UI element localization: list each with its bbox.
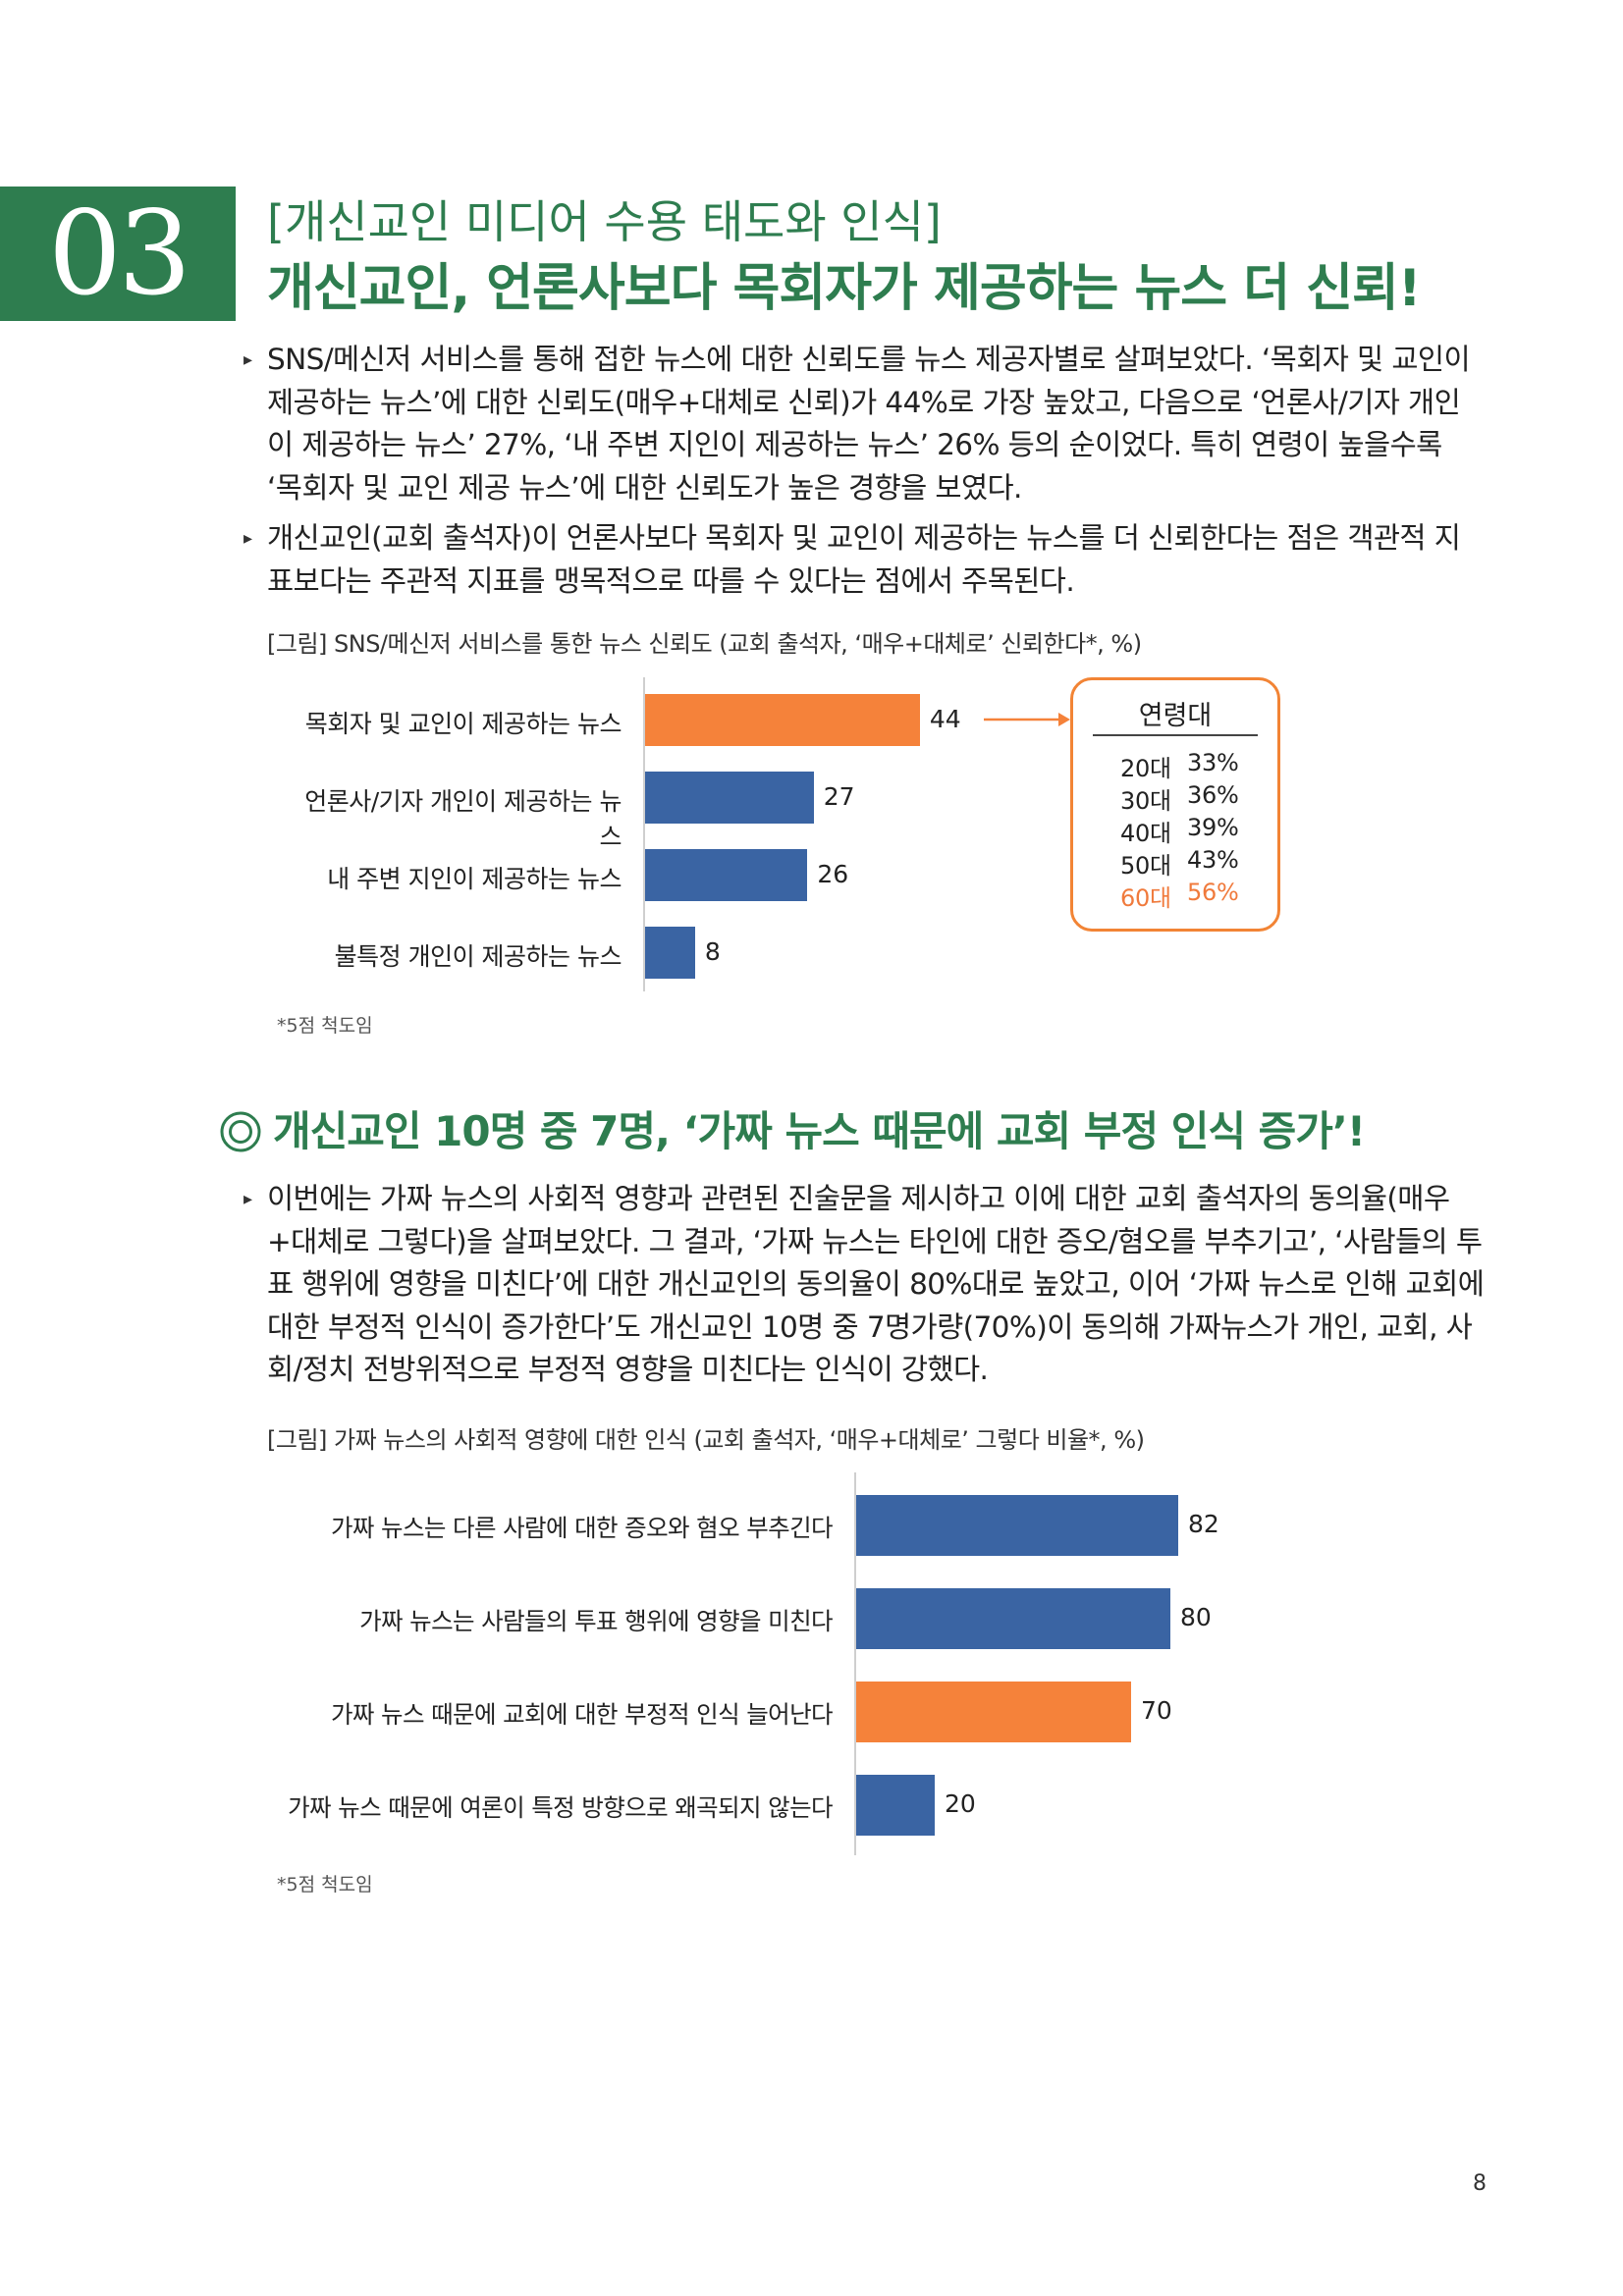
double-circle-icon <box>220 1111 261 1152</box>
bar-category-label: 불특정 개인이 제공하는 뉴스 <box>334 941 622 971</box>
age-pct: 39% <box>1187 814 1239 841</box>
age-row-60: 60대 56% <box>1120 879 1239 913</box>
age-box-divider <box>1093 734 1258 736</box>
bar-2 <box>645 849 808 901</box>
bar-category-label: 가짜 뉴스 때문에 여론이 특정 방향으로 왜곡되지 않는다 <box>288 1793 834 1822</box>
section-title: 개신교인, 언론사보다 목회자가 제공하는 뉴스 더 신뢰! <box>267 259 1422 318</box>
age-label: 20대 <box>1120 755 1171 782</box>
bar-value-label: 44 <box>929 704 961 733</box>
age-label: 50대 <box>1120 852 1171 880</box>
bar-category-label: 가짜 뉴스는 다른 사람에 대한 증오와 혐오 부추긴다 <box>330 1514 834 1542</box>
figure1-footnote: *5점 척도임 <box>277 1015 373 1037</box>
bar-value-label: 70 <box>1141 1696 1172 1725</box>
chart-axis <box>854 1472 856 1855</box>
bar-2 <box>856 1682 1131 1742</box>
bar-category-label: 내 주변 지인이 제공하는 뉴스 <box>327 864 622 893</box>
bar-0 <box>856 1495 1178 1556</box>
section2-title: 개신교인 10명 중 7명, ‘가짜 뉴스 때문에 교회 부정 인식 증가’! <box>273 1107 1366 1155</box>
bar-value-label: 27 <box>823 781 855 811</box>
age-pct: 33% <box>1187 749 1239 776</box>
arrow-to-age-box <box>984 713 1070 726</box>
age-pct: 36% <box>1187 781 1239 809</box>
bar-value-label: 82 <box>1188 1510 1219 1538</box>
bar-0 <box>645 694 920 746</box>
figure1-caption: [그림] SNS/메신저 서비스를 통한 뉴스 신뢰도 (교회 출석자, ‘매우… <box>267 630 1142 658</box>
age-row-30: 30대 36% <box>1120 781 1239 816</box>
paragraph-fake-news: ▸ 이번에는 가짜 뉴스의 사회적 영향과 관련된 진술문을 제시하고 이에 대… <box>243 1178 1485 1392</box>
age-label: 30대 <box>1120 787 1171 815</box>
section-number: 03 <box>47 186 191 321</box>
bar-1 <box>856 1588 1170 1649</box>
bar-category-label: 목회자 및 교인이 제공하는 뉴스 <box>304 709 622 738</box>
figure2-footnote: *5점 척도임 <box>277 1874 373 1896</box>
age-pct: 56% <box>1187 879 1239 906</box>
section-number-block: 03 <box>0 187 236 321</box>
age-group-box: 연령대 20대 33% 30대 36% 40대 39% 50대 43% 60대 56% <box>1070 677 1280 932</box>
bar-value-label: 8 <box>704 936 721 966</box>
bar-value-label: 26 <box>817 859 849 888</box>
age-row-50: 50대 43% <box>1120 846 1239 881</box>
bar-3 <box>645 927 695 979</box>
figure2-caption: [그림] 가짜 뉴스의 사회적 영향에 대한 인식 (교회 출석자, ‘매우+대… <box>267 1426 1145 1454</box>
page-number: 8 <box>1473 2171 1487 2196</box>
bullet-triangle-icon: ▸ <box>243 528 252 549</box>
bar-category-label: 가짜 뉴스 때문에 교회에 대한 부정적 인식 늘어난다 <box>330 1700 834 1729</box>
paragraph-text: SNS/메신저 서비스를 통해 접한 뉴스에 대한 신뢰도를 뉴스 제공자별로 … <box>267 343 1471 505</box>
age-pct: 43% <box>1187 846 1239 874</box>
bullet-triangle-icon: ▸ <box>243 349 252 370</box>
section-subtitle: [개신교인 미디어 수용 태도와 인식] <box>267 195 942 248</box>
age-row-40: 40대 39% <box>1120 814 1239 848</box>
bar-1 <box>645 772 814 824</box>
bar-value-label: 20 <box>945 1789 976 1818</box>
paragraph-trust-intro: ▸ SNS/메신저 서비스를 통해 접한 뉴스에 대한 신뢰도를 뉴스 제공자별… <box>243 339 1485 509</box>
age-label: 60대 <box>1120 884 1171 912</box>
bar-category-label: 가짜 뉴스는 사람들의 투표 행위에 영향을 미친다 <box>359 1607 834 1635</box>
bullet-triangle-icon: ▸ <box>243 1189 252 1209</box>
paragraph-trust-note: ▸ 개신교인(교회 출석자)이 언론사보다 목회자 및 교인이 제공하는 뉴스를… <box>243 517 1485 603</box>
paragraph-text: 개신교인(교회 출석자)이 언론사보다 목회자 및 교인이 제공하는 뉴스를 더… <box>267 521 1461 598</box>
age-label: 40대 <box>1120 820 1171 847</box>
age-row-20: 20대 33% <box>1120 749 1239 783</box>
paragraph-text: 이번에는 가짜 뉴스의 사회적 영향과 관련된 진술문을 제시하고 이에 대한 … <box>267 1182 1485 1386</box>
bar-3 <box>856 1775 935 1836</box>
bar-value-label: 80 <box>1180 1603 1212 1631</box>
bar-category-label: 언론사/기자 개인이 제공하는 뉴스 <box>304 786 622 851</box>
age-box-title: 연령대 <box>1138 701 1213 731</box>
chart-axis <box>643 677 645 991</box>
